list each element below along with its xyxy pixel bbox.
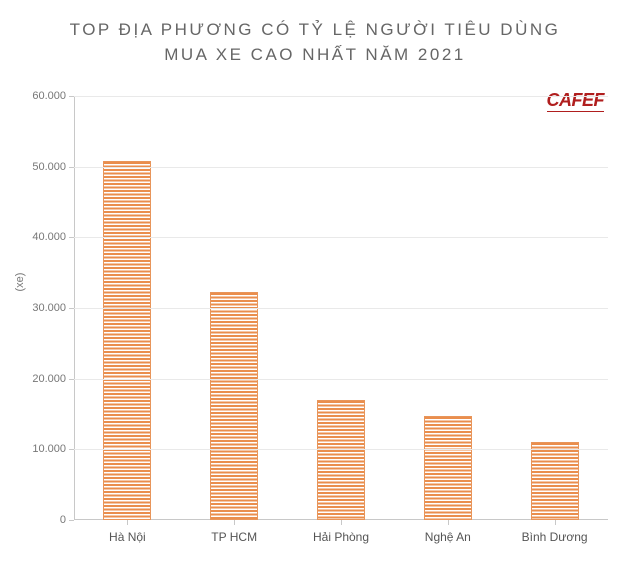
bar-rect — [103, 161, 151, 520]
xtick-mark — [555, 520, 556, 525]
bar-fill — [318, 401, 364, 519]
gridline — [74, 237, 608, 238]
ytick-label: 10.000 — [32, 443, 66, 455]
xtick-label: Bình Dương — [522, 530, 588, 544]
xtick-mark — [127, 520, 128, 525]
bar-fill — [104, 162, 150, 519]
xtick-mark — [341, 520, 342, 525]
ytick-mark — [69, 379, 74, 380]
ytick-label: 40.000 — [32, 231, 66, 243]
ytick-mark — [69, 96, 74, 97]
gridline — [74, 167, 608, 168]
bar-rect — [210, 292, 258, 520]
ytick-mark — [69, 308, 74, 309]
bar-fill — [211, 293, 257, 519]
bar-fill — [532, 443, 578, 519]
ytick-label: 50.000 — [32, 161, 66, 173]
xtick-mark — [448, 520, 449, 525]
bar-rect — [317, 400, 365, 520]
ytick-mark — [69, 449, 74, 450]
ytick-label: 20.000 — [32, 373, 66, 385]
bar-fill — [425, 417, 471, 519]
xtick-label: Nghệ An — [425, 530, 471, 544]
ytick-mark — [69, 520, 74, 521]
bar-rect — [424, 416, 472, 520]
gridline — [74, 96, 608, 97]
plot-area: 010.00020.00030.00040.00050.00060.000Hà … — [74, 96, 608, 520]
bar-rect — [531, 442, 579, 520]
xtick-label: TP HCM — [211, 530, 257, 544]
ytick-mark — [69, 237, 74, 238]
chart-title: TOP ĐỊA PHƯƠNG CÓ TỶ LỆ NGƯỜI TIÊU DÙNG … — [18, 18, 612, 67]
chart-container: TOP ĐỊA PHƯƠNG CÓ TỶ LỆ NGƯỜI TIÊU DÙNG … — [0, 0, 630, 564]
ytick-label: 60.000 — [32, 90, 66, 102]
ytick-label: 0 — [60, 514, 66, 526]
y-axis-label: (xe) — [14, 273, 26, 292]
xtick-label: Hải Phòng — [313, 530, 369, 544]
gridline — [74, 379, 608, 380]
gridline — [74, 308, 608, 309]
ytick-mark — [69, 167, 74, 168]
gridline — [74, 449, 608, 450]
ytick-label: 30.000 — [32, 302, 66, 314]
xtick-mark — [234, 520, 235, 525]
xtick-label: Hà Nội — [109, 530, 146, 544]
